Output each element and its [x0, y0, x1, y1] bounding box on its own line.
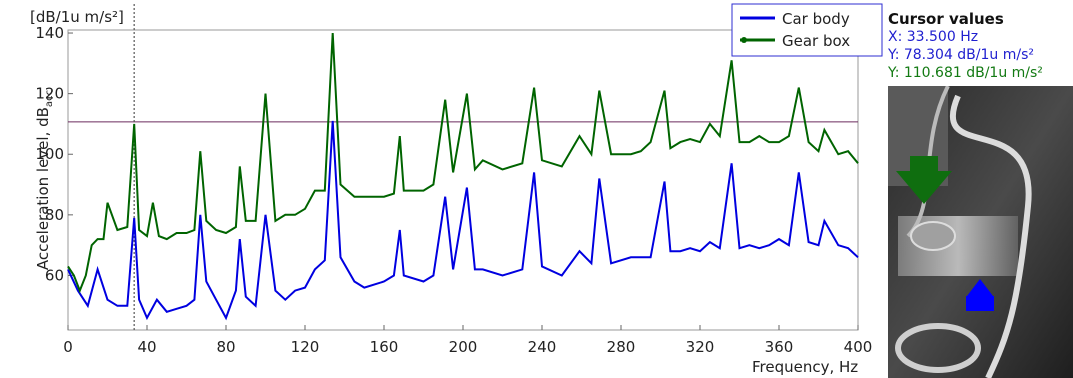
y-tick-label: 100	[35, 145, 64, 163]
x-tick-label: 320	[686, 338, 715, 356]
x-tick-label: 120	[291, 338, 320, 356]
series-gear-box-line	[67, 32, 859, 294]
legend[interactable]: Car body Gear box	[731, 3, 883, 57]
photo-sensor-body	[910, 221, 956, 251]
y-tick-label: 120	[35, 85, 64, 103]
x-tick-label: 80	[216, 338, 235, 356]
cursor-y-gear-box-value: Y: 110.681 dB/1u m/s²	[888, 65, 1043, 81]
arrow-up-icon	[966, 279, 994, 311]
arrow-down-icon	[896, 156, 952, 204]
x-tick-label: 360	[765, 338, 794, 356]
legend-car-body-label: Car body	[782, 10, 850, 28]
x-ticks: 0 40 80 120 160 200 240 280 320 360 400	[63, 325, 872, 356]
x-tick-label: 240	[528, 338, 557, 356]
sensor-photo	[888, 86, 1073, 378]
x-tick-label: 0	[63, 338, 73, 356]
series-car-body-line	[67, 120, 859, 321]
y-axis-label: Acceleration level, dBacc	[34, 90, 55, 270]
x-tick-label: 40	[137, 338, 156, 356]
legend-gear-box-label: Gear box	[782, 32, 850, 50]
cursor-values-panel: Cursor values X: 33.500 Hz Y: 78.304 dB/…	[888, 10, 1073, 378]
cursor-x-value: X: 33.500 Hz	[888, 29, 979, 45]
photo-cable	[949, 94, 1032, 378]
x-tick-label: 280	[607, 338, 636, 356]
cursor-y-car-body-value: Y: 78.304 dB/1u m/s²	[888, 47, 1034, 63]
x-axis-label: Frequency, Hz	[752, 358, 858, 376]
x-tick-label: 160	[370, 338, 399, 356]
x-tick-label: 200	[449, 338, 478, 356]
y-ticks: 60 80 100 120 140	[35, 24, 73, 284]
y-tick-label: 140	[35, 24, 64, 42]
photo-ring	[895, 323, 981, 373]
cursor-values-title: Cursor values	[888, 10, 1004, 28]
y-tick-label: 60	[45, 266, 64, 284]
x-tick-label: 400	[844, 338, 873, 356]
legend-box	[731, 3, 883, 57]
y-tick-label: 80	[45, 206, 64, 224]
y-axis-label-subscript: acc	[44, 90, 55, 107]
y-unit-label: [dB/1u m/s²]	[30, 8, 124, 26]
plot-background	[67, 29, 859, 331]
spectrum-chart[interactable]: 60 80 100 120 140 0 40 80 120 160 200 240 280 320 360…	[0, 0, 888, 378]
legend-gear-box-marker	[741, 37, 747, 43]
